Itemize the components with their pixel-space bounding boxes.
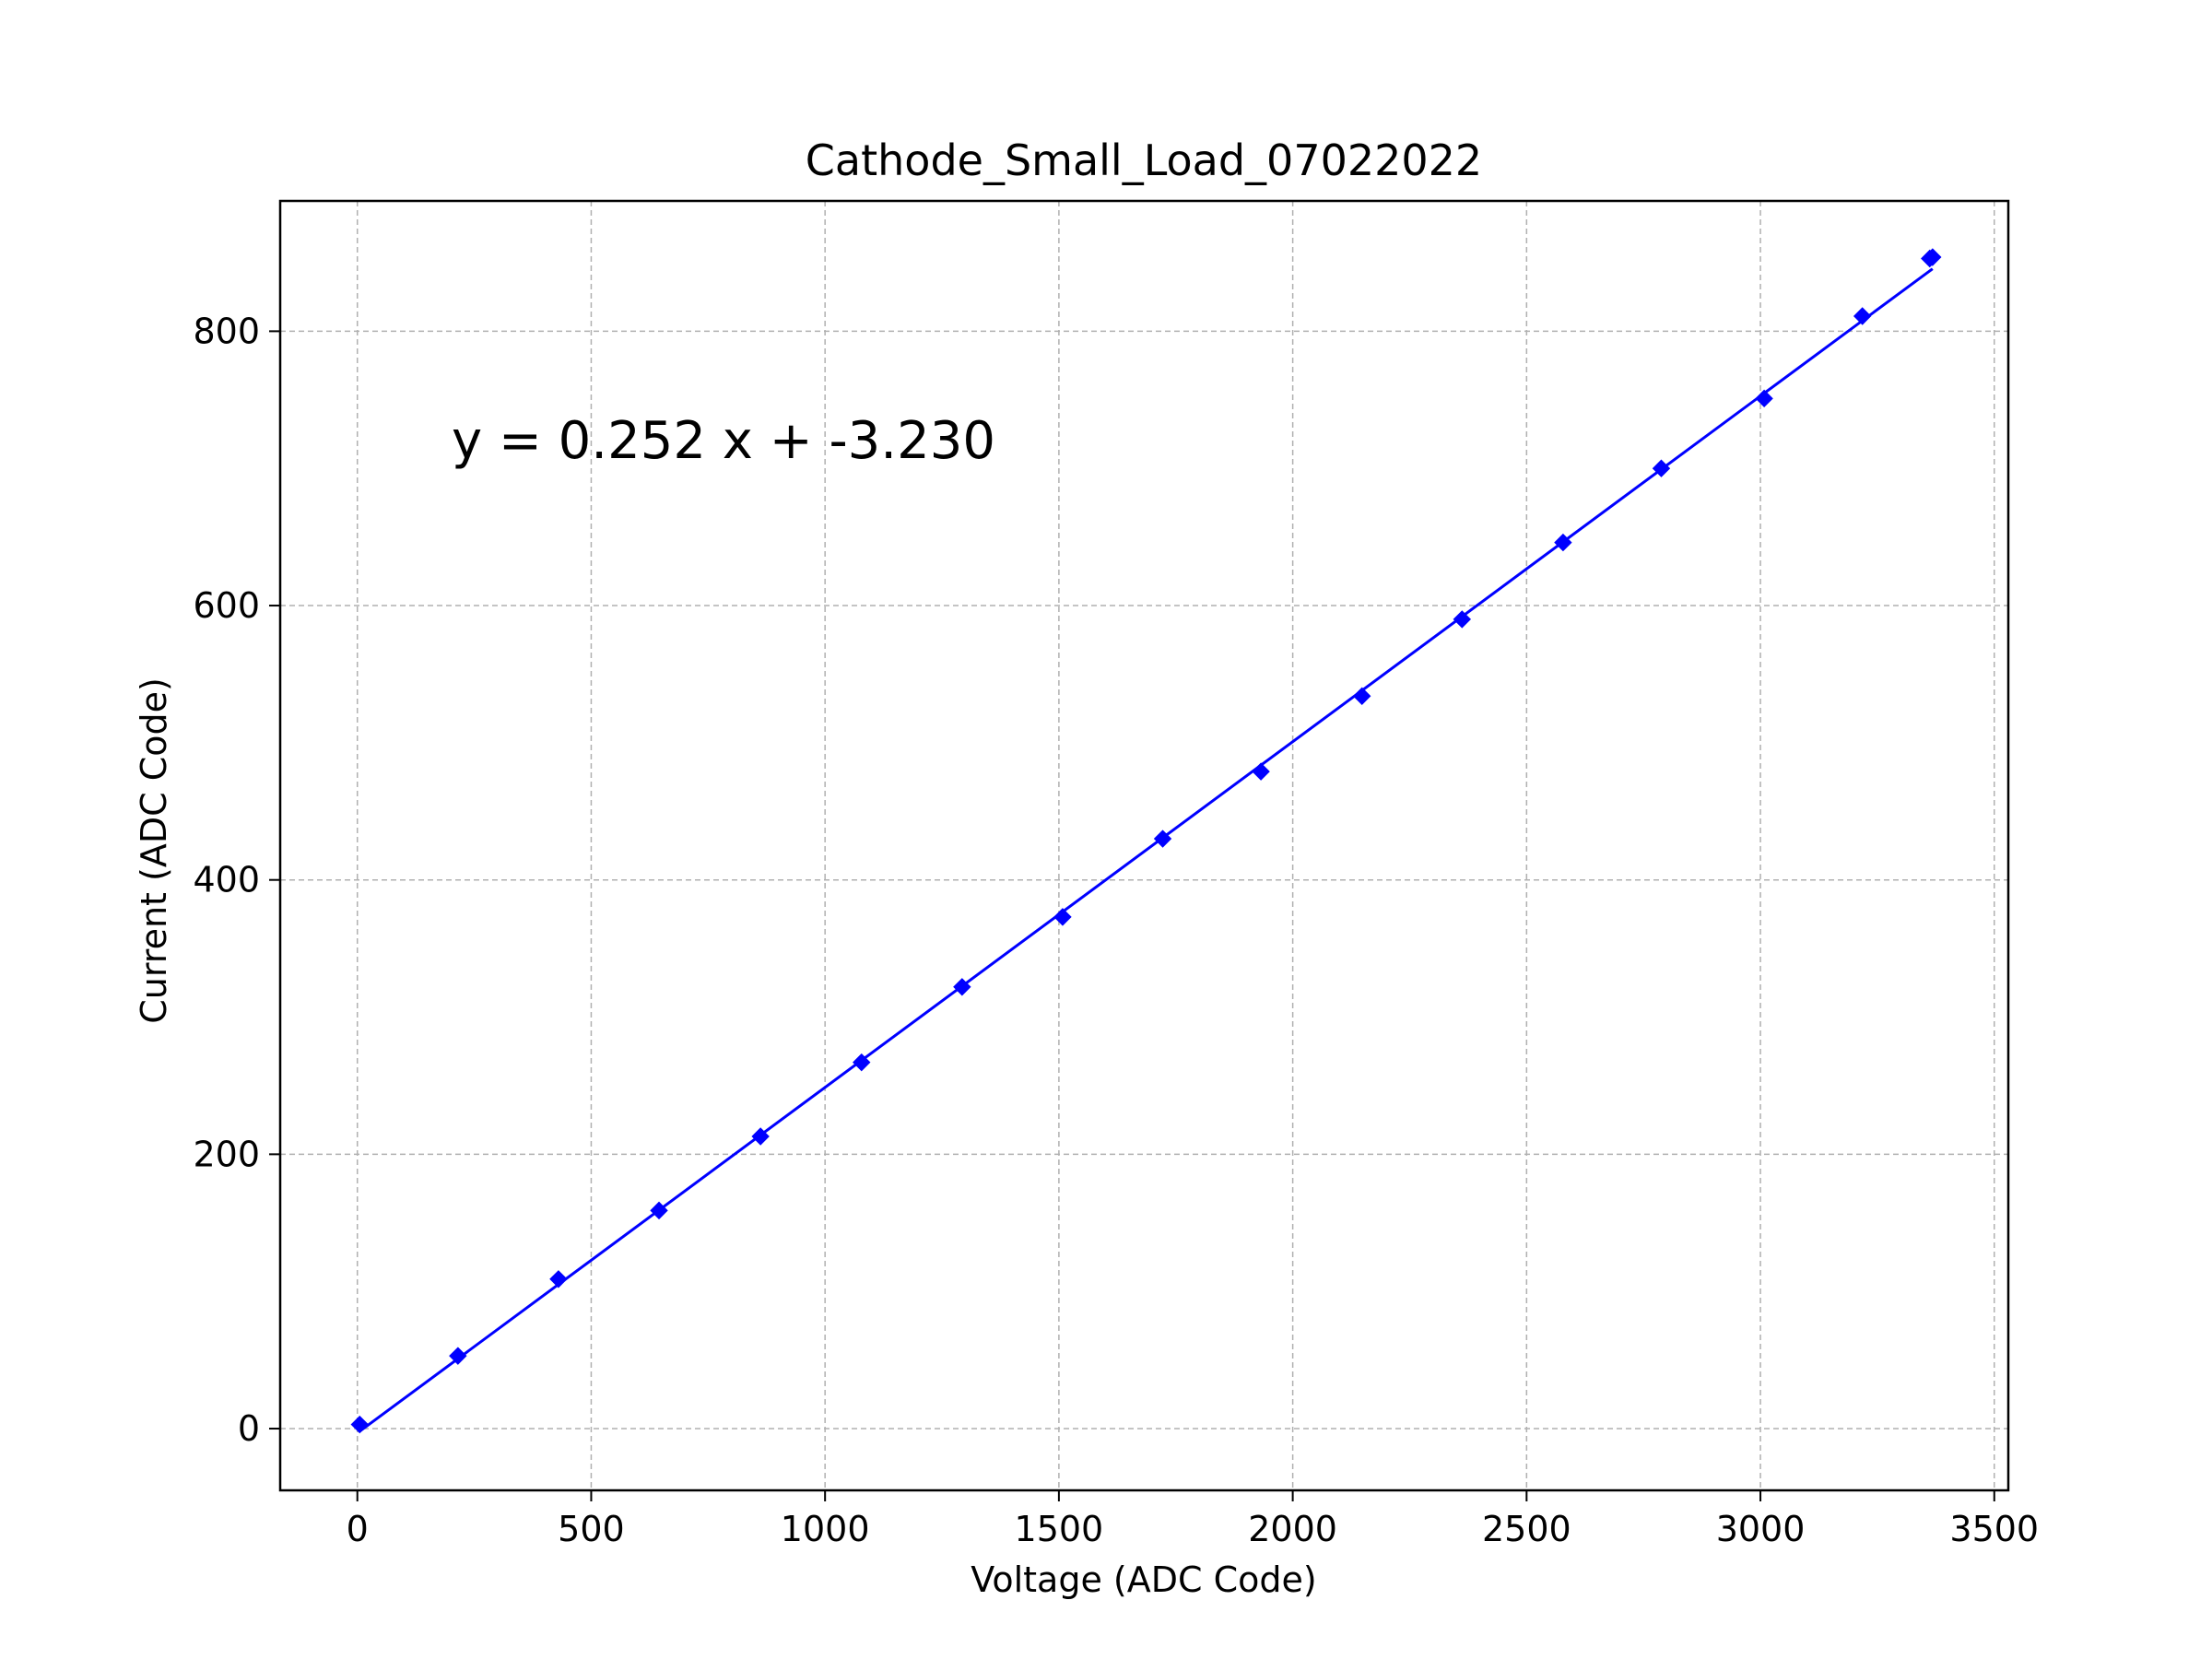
data-point (1453, 610, 1472, 629)
y-tick-label: 600 (193, 585, 260, 626)
data-point (1252, 762, 1270, 781)
data-point (953, 978, 971, 996)
data-point (1053, 908, 1072, 926)
x-tick-label: 500 (558, 1509, 625, 1549)
data-point (350, 1415, 369, 1434)
fit-line-group (359, 267, 1934, 1433)
data-point (853, 1053, 871, 1072)
fit-line (359, 267, 1934, 1433)
x-axis-ticks: 0 500 1000 1500 2000 2500 3000 3500 (347, 1490, 2039, 1549)
x-axis-label: Voltage (ADC Code) (971, 1559, 1316, 1600)
data-point (751, 1127, 770, 1146)
data-point (1652, 459, 1671, 477)
y-axis-label: Current (ADC Code) (134, 677, 174, 1024)
x-tick-label: 3500 (1949, 1509, 2039, 1549)
y-tick-label: 0 (238, 1408, 260, 1449)
x-tick-label: 3000 (1716, 1509, 1806, 1549)
x-tick-label: 2000 (1248, 1509, 1337, 1549)
data-point (650, 1201, 668, 1220)
y-axis-ticks: 0 200 400 600 800 (193, 311, 280, 1449)
x-tick-label: 1500 (1015, 1509, 1104, 1549)
data-point (449, 1347, 467, 1365)
x-tick-label: 1000 (781, 1509, 870, 1549)
y-tick-label: 800 (193, 311, 260, 351)
chart-title: Cathode_Small_Load_07022022 (806, 135, 1482, 185)
y-tick-label: 400 (193, 860, 260, 900)
data-point (549, 1270, 568, 1288)
y-tick-label: 200 (193, 1134, 260, 1174)
plot-frame (278, 199, 2010, 1492)
x-tick-label: 0 (347, 1509, 369, 1549)
data-point (1554, 533, 1572, 552)
data-point (1853, 307, 1872, 325)
grid (280, 201, 2008, 1490)
data-point (1153, 830, 1172, 848)
data-points (350, 248, 1942, 1434)
fit-equation-annotation: y = 0.252 x + -3.230 (452, 411, 995, 471)
data-point (1353, 687, 1371, 705)
data-point (1755, 389, 1773, 408)
data-point (1924, 248, 1942, 266)
x-tick-label: 2500 (1482, 1509, 1571, 1549)
